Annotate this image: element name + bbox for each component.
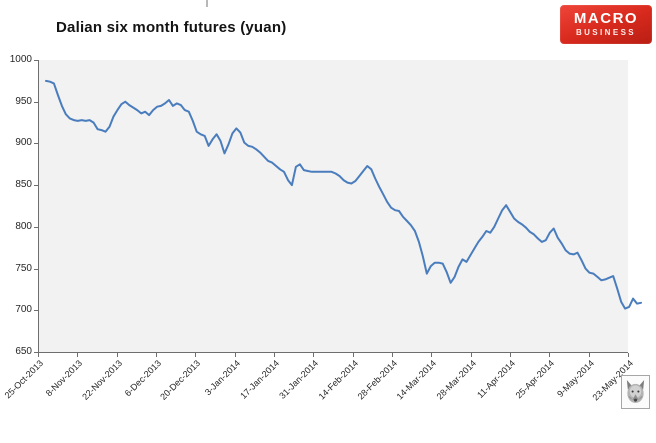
- x-tick-label: 28-Feb-2014: [355, 358, 400, 402]
- y-tick-mark: [34, 101, 38, 103]
- y-tick-mark: [34, 60, 38, 61]
- x-tick-label: 9-May-2014: [554, 358, 596, 400]
- x-tick-label: 17-Jan-2014: [238, 358, 282, 401]
- x-tick-mark: [628, 353, 629, 357]
- x-tick-label: 6-Dec-2013: [122, 358, 164, 399]
- x-tick-label: 20-Dec-2013: [158, 358, 203, 402]
- y-tick-mark: [34, 352, 38, 353]
- x-tick-label: 25-Apr-2014: [513, 358, 557, 401]
- x-tick-mark: [195, 353, 197, 357]
- x-tick-mark: [116, 353, 118, 357]
- x-axis: [38, 352, 628, 353]
- x-tick-mark: [392, 353, 393, 357]
- x-tick-label: 22-Nov-2013: [79, 358, 124, 402]
- x-tick-mark: [549, 353, 551, 357]
- plot-area: [39, 60, 628, 352]
- y-tick-label: 650: [15, 346, 32, 357]
- y-tick-mark: [34, 268, 38, 270]
- y-tick-label: 750: [15, 262, 32, 274]
- chart-title: Dalian six month futures (yuan): [56, 19, 287, 36]
- x-tick-mark: [38, 353, 39, 357]
- y-tick-mark: [34, 310, 38, 312]
- y-tick-label: 900: [15, 137, 32, 149]
- logo-text-macro: MACRO: [573, 10, 639, 27]
- x-tick-label: 3-Jan-2014: [202, 358, 242, 398]
- y-tick-mark: [34, 143, 38, 145]
- wolf-icon: [626, 379, 645, 403]
- y-tick-mark: [34, 185, 38, 187]
- x-tick-mark: [352, 353, 354, 357]
- x-tick-mark: [510, 353, 511, 357]
- x-tick-mark: [313, 353, 315, 357]
- x-tick-mark: [156, 353, 157, 357]
- y-tick-label: 800: [15, 220, 32, 232]
- window-edge-artifact: [206, 0, 208, 7]
- y-tick-label: 700: [15, 304, 32, 316]
- x-tick-mark: [234, 353, 236, 357]
- x-tick-label: 11-Apr-2014: [475, 358, 518, 400]
- y-tick-label: 950: [15, 95, 32, 107]
- x-tick-label: 28-Mar-2014: [434, 358, 478, 402]
- x-tick-mark: [431, 353, 433, 357]
- x-tick-mark: [588, 353, 590, 357]
- x-tick-mark: [77, 353, 79, 357]
- y-tick-mark: [34, 226, 38, 228]
- futures-price-line: [45, 79, 642, 310]
- x-tick-label: 14-Mar-2014: [394, 358, 439, 402]
- x-tick-label: 8-Nov-2013: [44, 358, 85, 399]
- y-axis: [38, 60, 39, 353]
- x-tick-label: 14-Feb-2014: [316, 358, 360, 402]
- y-tick-label: 850: [15, 179, 32, 191]
- macrobusiness-logo: MACRO BUSINESS: [560, 5, 652, 44]
- x-tick-mark: [470, 353, 472, 357]
- wolf-watermark: [621, 375, 650, 409]
- x-tick-label: 31-Jan-2014: [277, 358, 321, 401]
- x-tick-mark: [274, 353, 275, 357]
- logo-text-business: BUSINESS: [575, 28, 637, 37]
- y-tick-label: 1000: [9, 54, 32, 65]
